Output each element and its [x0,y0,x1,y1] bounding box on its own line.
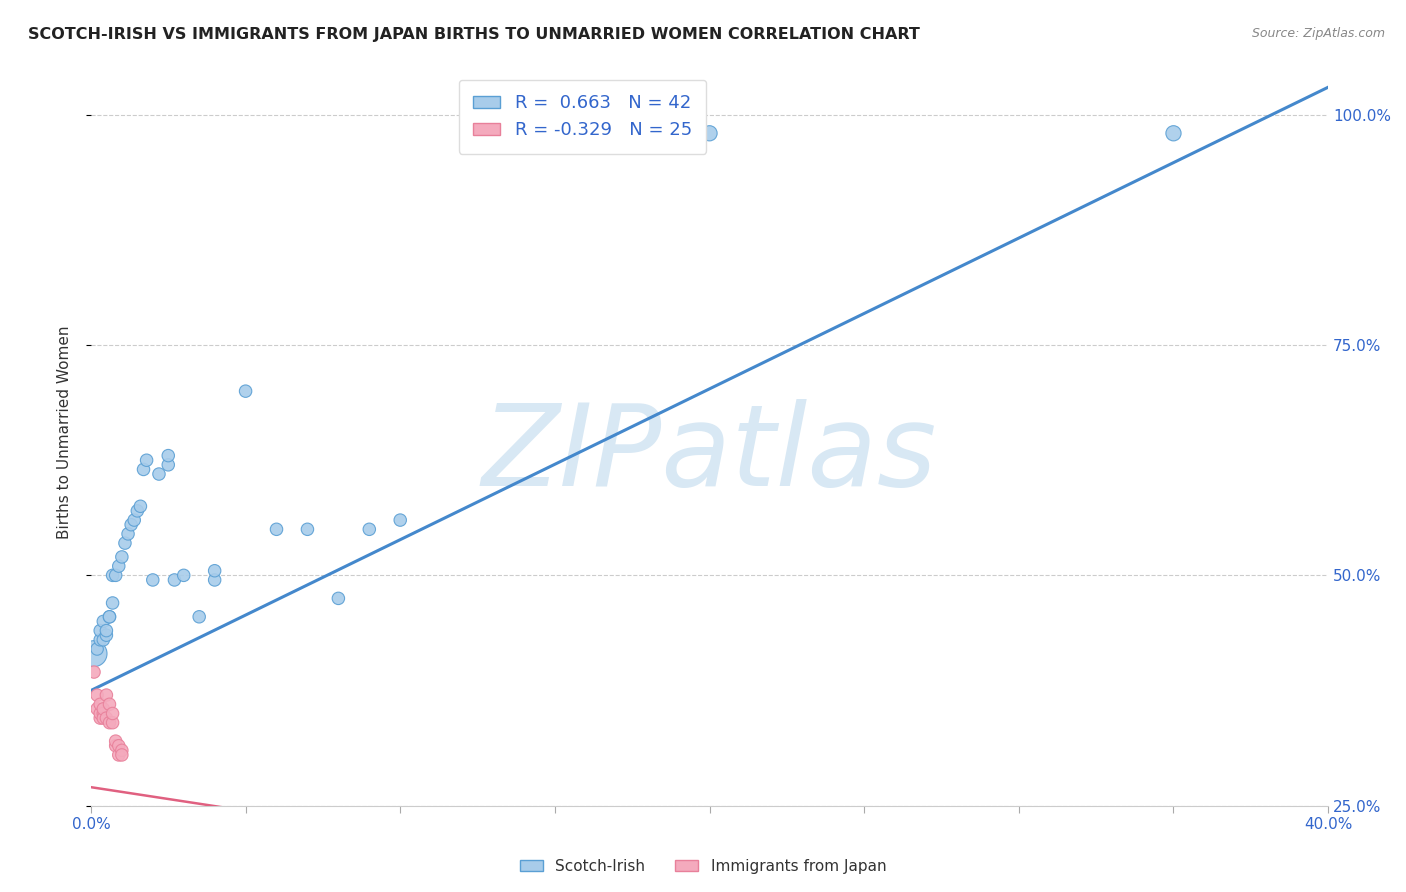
Point [235,384,257,399]
Point [498,835,520,849]
Text: Source: ZipAtlas.com: Source: ZipAtlas.com [1251,27,1385,40]
Point [98,698,121,712]
Point [98,609,121,624]
Point [142,822,165,836]
Point [297,522,319,536]
Point [111,747,134,762]
Point [204,573,226,587]
Point [96,688,118,702]
Point [91,702,114,716]
Point [157,458,180,472]
Point [104,734,127,748]
Point [266,522,288,536]
Point [135,453,157,467]
Point [188,609,211,624]
Point [104,739,127,753]
Point [157,449,180,463]
Point [89,624,111,638]
Point [120,517,142,532]
Point [204,849,226,863]
Point [142,573,165,587]
Point [111,743,134,757]
Text: ZIPatlas: ZIPatlas [482,400,938,510]
Point [163,573,186,587]
Point [132,462,155,476]
Y-axis label: Births to Unmarried Women: Births to Unmarried Women [58,326,72,540]
Point [1163,126,1185,140]
Point [117,527,139,541]
Point [86,642,108,657]
Point [359,522,381,536]
Point [91,711,114,725]
Point [86,702,108,716]
Point [328,591,350,606]
Point [96,711,118,725]
Point [86,688,108,702]
Text: SCOTCH-IRISH VS IMMIGRANTS FROM JAPAN BIRTHS TO UNMARRIED WOMEN CORRELATION CHAR: SCOTCH-IRISH VS IMMIGRANTS FROM JAPAN BI… [28,27,920,42]
Legend: R =  0.663   N = 42, R = -0.329   N = 25: R = 0.663 N = 42, R = -0.329 N = 25 [458,79,706,153]
Point [104,568,127,582]
Point [114,536,136,550]
Point [89,706,111,721]
Point [107,739,129,753]
Point [699,126,721,140]
Point [98,609,121,624]
Point [89,698,111,712]
Point [83,665,105,679]
Point [96,628,118,642]
Point [91,632,114,647]
Point [96,624,118,638]
Point [101,706,124,721]
Point [89,632,111,647]
Point [127,504,149,518]
Point [127,813,149,827]
Legend: Scotch-Irish, Immigrants from Japan: Scotch-Irish, Immigrants from Japan [513,853,893,880]
Point [107,559,129,574]
Point [122,513,145,527]
Point [101,568,124,582]
Point [98,715,121,730]
Point [173,568,195,582]
Point [148,467,170,481]
Point [101,596,124,610]
Point [389,513,412,527]
Point [83,647,105,661]
Point [89,711,111,725]
Point [101,715,124,730]
Point [482,845,505,859]
Point [107,747,129,762]
Point [204,564,226,578]
Point [111,549,134,564]
Point [91,615,114,629]
Point [129,500,152,514]
Point [91,706,114,721]
